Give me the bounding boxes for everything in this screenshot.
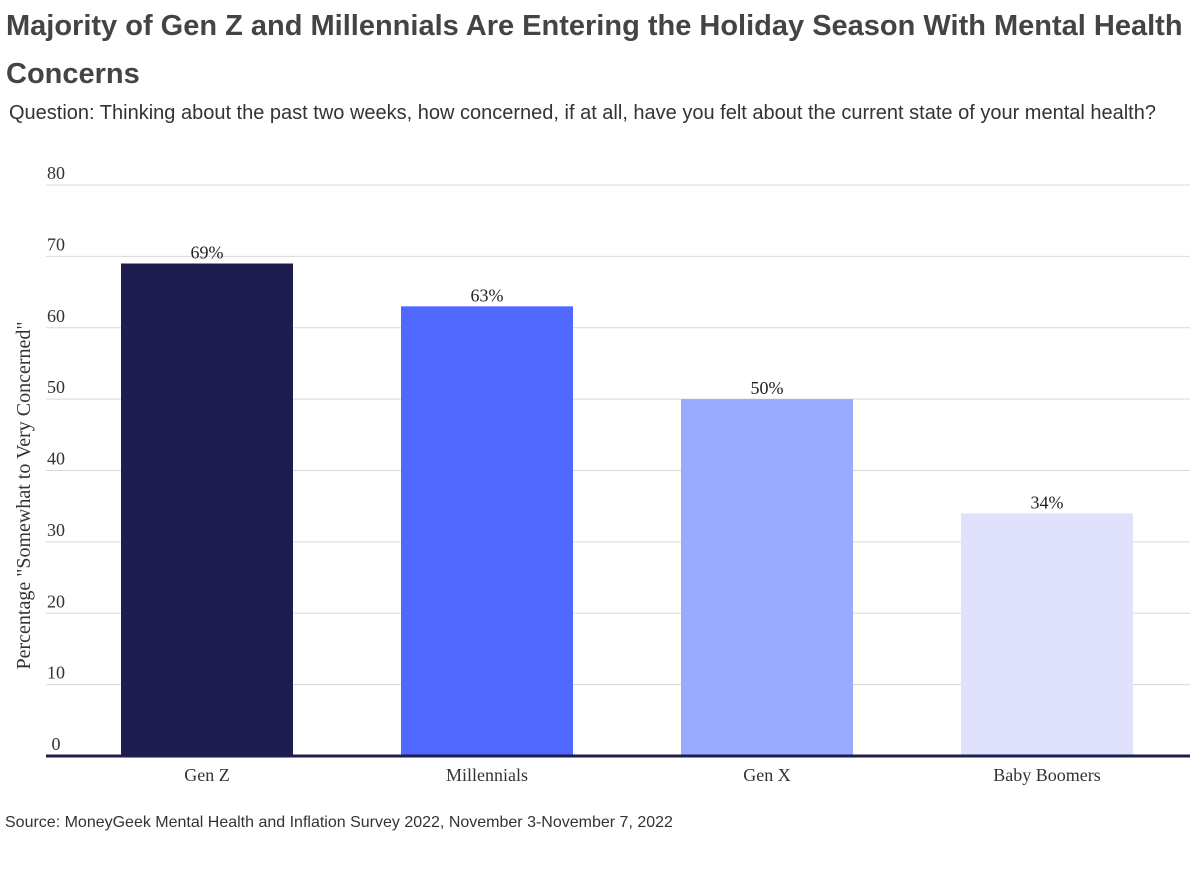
data-labels: 69% 63% 50% 34% [191, 243, 1064, 513]
data-label: 50% [751, 378, 784, 398]
x-tick-label: Millennials [446, 765, 528, 785]
chart-subtitle: Question: Thinking about the past two we… [9, 102, 1156, 124]
y-tick-label: 0 [52, 734, 61, 754]
y-tick-label: 30 [47, 520, 65, 540]
y-tick-label: 20 [47, 591, 65, 611]
bar [401, 306, 573, 756]
bar [121, 263, 293, 756]
x-tick-labels: Gen Z Millennials Gen X Baby Boomers [184, 765, 1100, 785]
x-tick-label: Gen Z [184, 765, 229, 785]
y-tick-labels: 0 10 20 30 40 50 60 70 80 [47, 163, 65, 754]
y-tick-label: 80 [47, 163, 65, 183]
bar-chart: 0 10 20 30 40 50 60 70 80 69% 63% 50% 34% Gen Z Mill… [13, 163, 1190, 785]
data-label: 69% [191, 243, 224, 263]
chart-title: Majority of Gen Z and Millennials Are En… [6, 10, 1183, 90]
source-note: Source: MoneyGeek Mental Health and Infl… [5, 814, 673, 831]
y-tick-label: 70 [47, 234, 65, 254]
y-tick-label: 40 [47, 449, 65, 469]
data-label: 63% [471, 285, 504, 305]
bar [961, 513, 1133, 756]
y-tick-label: 50 [47, 377, 65, 397]
y-axis-title: Percentage "Somewhat to Very Concerned" [13, 321, 35, 669]
bar [681, 399, 853, 756]
x-tick-label: Baby Boomers [993, 765, 1101, 785]
y-tick-label: 60 [47, 306, 65, 326]
bars [121, 263, 1133, 756]
y-tick-label: 10 [47, 663, 65, 683]
data-label: 34% [1031, 492, 1064, 512]
x-tick-label: Gen X [743, 765, 791, 785]
